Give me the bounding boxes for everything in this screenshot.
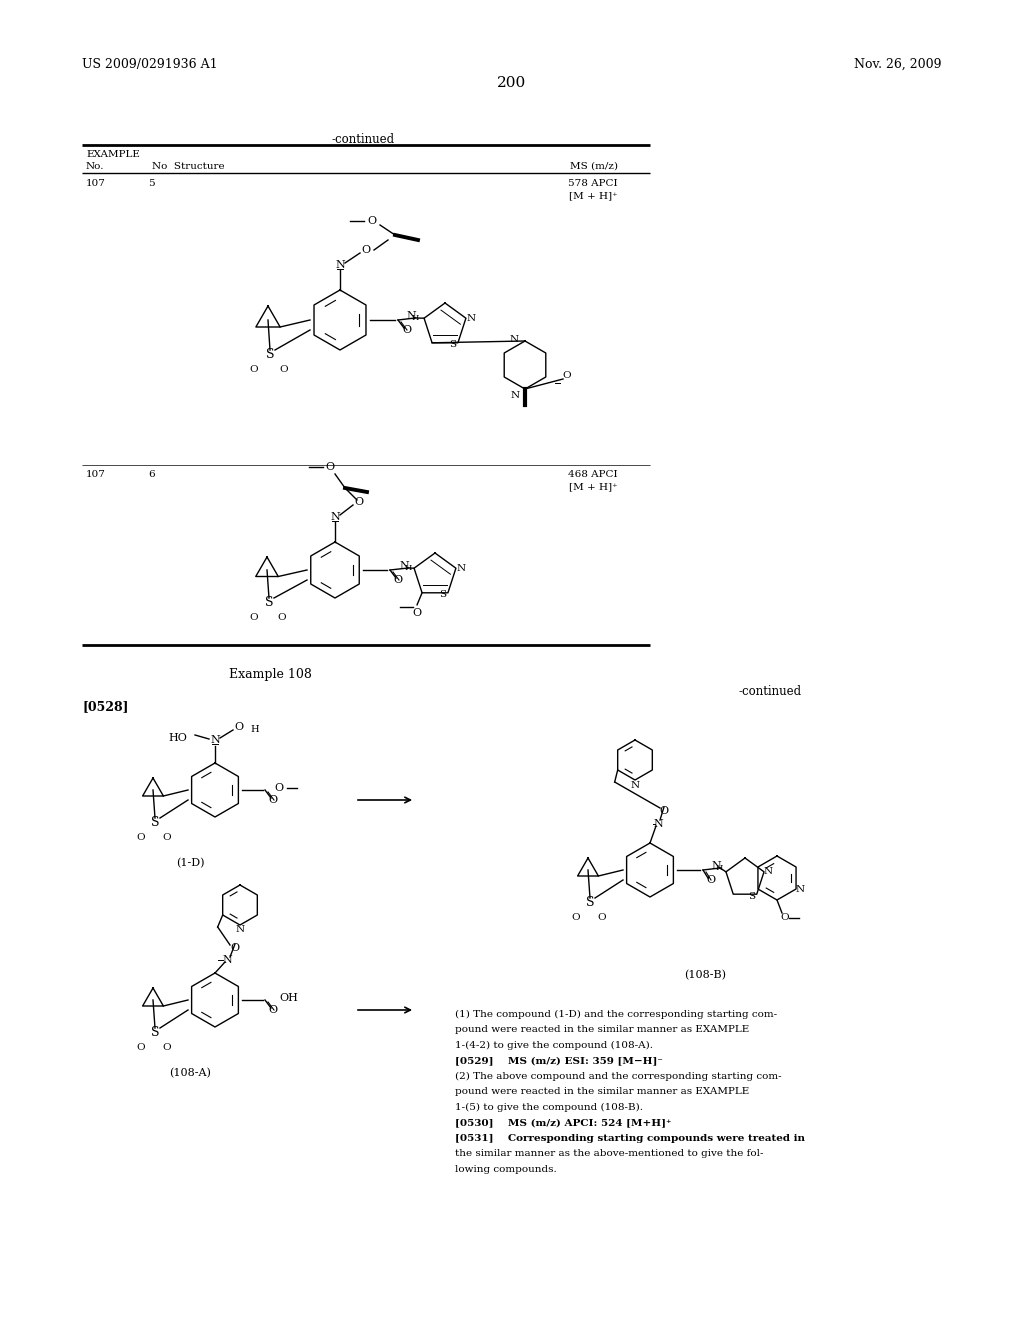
Text: lowing compounds.: lowing compounds. [455,1166,557,1173]
Text: the similar manner as the above-mentioned to give the fol-: the similar manner as the above-mentione… [455,1150,764,1159]
Text: 1-(5) to give the compound (108-B).: 1-(5) to give the compound (108-B). [455,1104,643,1113]
Text: O: O [402,325,412,335]
Text: HO: HO [168,733,187,743]
Text: H: H [250,726,259,734]
Text: O: O [250,612,258,622]
Text: H: H [412,314,419,322]
Text: [0529]    MS (m/z) ESI: 359 [M−H]⁻: [0529] MS (m/z) ESI: 359 [M−H]⁻ [455,1056,663,1065]
Text: (108-B): (108-B) [684,970,726,981]
Text: (1) The compound (1-D) and the corresponding starting com-: (1) The compound (1-D) and the correspon… [455,1010,777,1019]
Text: 200: 200 [498,77,526,90]
Text: S: S [450,341,457,350]
Text: 578 APCI: 578 APCI [568,180,618,187]
Text: [0528]: [0528] [82,700,128,713]
Text: N: N [510,334,519,343]
Text: 107: 107 [86,470,105,479]
Text: N: N [236,925,245,935]
Text: O: O [268,795,278,805]
Text: H: H [716,865,723,873]
Text: N: N [511,391,520,400]
Text: H: H [404,564,412,572]
Text: pound were reacted in the similar manner as EXAMPLE: pound were reacted in the similar manner… [455,1088,750,1097]
Text: (2) The above compound and the corresponding starting com-: (2) The above compound and the correspon… [455,1072,781,1081]
Text: O: O [707,875,716,884]
Text: O: O [136,833,145,842]
Text: O: O [413,609,422,618]
Text: S: S [749,892,756,900]
Text: O: O [163,1043,171,1052]
Text: N: N [711,861,721,871]
Text: No  Structure: No Structure [152,162,224,172]
Text: 5: 5 [148,180,155,187]
Text: O: O [326,462,335,473]
Text: O: O [163,833,171,842]
Text: [0530]    MS (m/z) APCI: 524 [M+H]⁺: [0530] MS (m/z) APCI: 524 [M+H]⁺ [455,1118,672,1127]
Text: N: N [335,260,345,271]
Text: OH: OH [279,993,298,1003]
Text: [M + H]⁺: [M + H]⁺ [569,191,618,201]
Text: N: N [222,954,231,965]
Text: N: N [764,867,772,876]
Text: EXAMPLE: EXAMPLE [86,150,140,158]
Text: S: S [265,597,273,610]
Text: Nov. 26, 2009: Nov. 26, 2009 [854,58,942,71]
Text: Example 108: Example 108 [228,668,311,681]
Text: US 2009/0291936 A1: US 2009/0291936 A1 [82,58,218,71]
Text: N: N [796,884,805,894]
Text: O: O [361,246,371,255]
Text: S: S [151,817,160,829]
Text: -continued: -continued [738,685,802,698]
Text: S: S [151,1027,160,1040]
Text: O: O [659,807,669,816]
Text: O: O [562,371,571,380]
Text: N: N [653,818,663,829]
Text: N: N [210,735,220,744]
Text: O: O [278,612,287,622]
Text: N: N [399,561,409,572]
Text: 468 APCI: 468 APCI [568,470,618,479]
Text: O: O [780,913,790,923]
Text: O: O [250,364,258,374]
Text: O: O [368,216,377,226]
Text: S: S [586,896,594,909]
Text: O: O [274,783,284,793]
Text: O: O [354,498,364,507]
Text: N: N [457,564,466,573]
Text: N: N [330,512,340,521]
Text: O: O [234,722,244,733]
Text: N: N [631,780,640,789]
Text: (1-D): (1-D) [176,858,204,869]
Text: N: N [466,314,475,322]
Text: O: O [393,576,402,585]
Text: (108-A): (108-A) [169,1068,211,1078]
Text: [M + H]⁺: [M + H]⁺ [569,482,618,491]
Text: 6: 6 [148,470,155,479]
Text: 107: 107 [86,180,105,187]
Text: O: O [598,912,606,921]
Text: MS (m/z): MS (m/z) [570,162,618,172]
Text: O: O [230,942,240,953]
Text: -continued: -continued [332,133,394,147]
Text: pound were reacted in the similar manner as EXAMPLE: pound were reacted in the similar manner… [455,1026,750,1035]
Text: No.: No. [86,162,104,172]
Text: O: O [280,364,289,374]
Text: [0531]    Corresponding starting compounds were treated in: [0531] Corresponding starting compounds … [455,1134,805,1143]
Text: O: O [571,912,581,921]
Text: N: N [407,312,416,321]
Text: S: S [266,348,274,362]
Text: 1-(4-2) to give the compound (108-A).: 1-(4-2) to give the compound (108-A). [455,1041,653,1051]
Text: O: O [268,1005,278,1015]
Text: S: S [439,590,446,599]
Text: O: O [136,1043,145,1052]
